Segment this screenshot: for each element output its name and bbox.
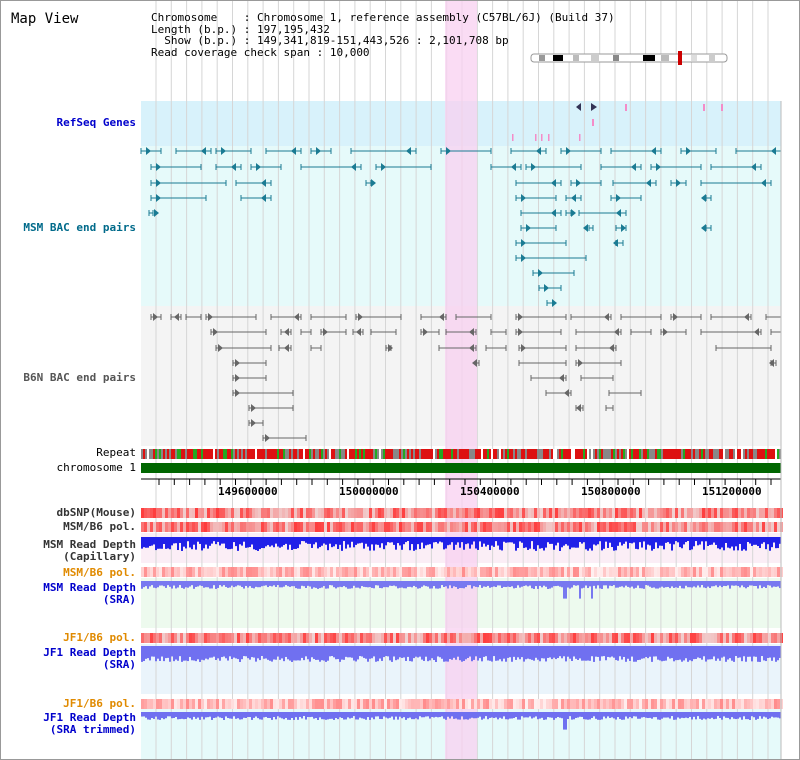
axis-tick-label: 149600000 [218, 485, 278, 498]
chromosome-value: : Chromosome 1, reference assembly (C57B… [243, 11, 615, 24]
track-label-msm-b6-pol[interactable]: MSM/B6 pol. [63, 520, 136, 533]
track-label-jf1-depth-sra[interactable]: JF1 Read Depth (SRA) [1, 647, 136, 671]
axis-tick-label: 150000000 [339, 485, 399, 498]
coverage-key: Read coverage check span [151, 45, 317, 59]
msm-depth-sra-line2: (SRA) [102, 593, 136, 606]
highlight-band [445, 1, 477, 759]
jf1-depth-sra-line2: (SRA) [102, 658, 136, 671]
axis-tick-label: 150400000 [460, 485, 520, 498]
msm-depth-capillary-line2: (Capillary) [63, 550, 136, 563]
chromosome-bar [141, 463, 781, 473]
axis-tick-label: 150800000 [581, 485, 641, 498]
track-label-chromosome: chromosome 1 [56, 461, 136, 474]
show-key: Show (b.p.) [151, 34, 244, 47]
length-value: : 197,195,432 [243, 22, 330, 36]
track-label-msm-depth-sra[interactable]: MSM Read Depth (SRA) [1, 582, 136, 606]
track-label-jf1-b6-pol-2[interactable]: JF1/B6 pol. [63, 697, 136, 710]
msm-depth-capillary-line1: MSM Read Depth [43, 538, 136, 551]
chromosome-info: Chromosome : Chromosome 1, reference ass… [151, 12, 615, 58]
track-label-dbsnp[interactable]: dbSNP(Mouse) [56, 506, 136, 519]
jf1-depth-sra-line1: JF1 Read Depth [43, 646, 136, 659]
track-label-msm-bac[interactable]: MSM BAC end pairs [23, 221, 136, 234]
track-label-b6n-bac[interactable]: B6N BAC end pairs [23, 371, 136, 384]
jf1-depth-trimmed-line2: (SRA trimmed) [49, 723, 136, 736]
page-title: Map View [11, 11, 79, 27]
msm-depth-sra-line1: MSM Read Depth [43, 581, 136, 594]
chromosome-key: Chromosome [151, 11, 244, 24]
track-label-jf1-b6-pol[interactable]: JF1/B6 pol. [63, 631, 136, 644]
ideogram-position-marker [678, 51, 682, 65]
track-label-refseq[interactable]: RefSeq Genes [56, 116, 136, 129]
gene-arrow [576, 103, 581, 111]
track-label-msm-depth-capillary[interactable]: MSM Read Depth (Capillary) [1, 539, 136, 563]
track-label-repeat: Repeat [96, 446, 136, 459]
axis-tick-label: 151200000 [702, 485, 762, 498]
length-key: Length (b.p.) [151, 22, 244, 36]
coverage-value: : 10,000 [316, 45, 370, 59]
gene-arrow [591, 103, 597, 111]
jf1-depth-trimmed-line1: JF1 Read Depth [43, 711, 136, 724]
track-label-jf1-depth-trimmed[interactable]: JF1 Read Depth (SRA trimmed) [1, 712, 136, 736]
track-label-msm-b6-pol-2[interactable]: MSM/B6 pol. [63, 566, 136, 579]
show-value: : 149,341,819-151,443,526 : 2,101,708 bp [243, 34, 509, 47]
